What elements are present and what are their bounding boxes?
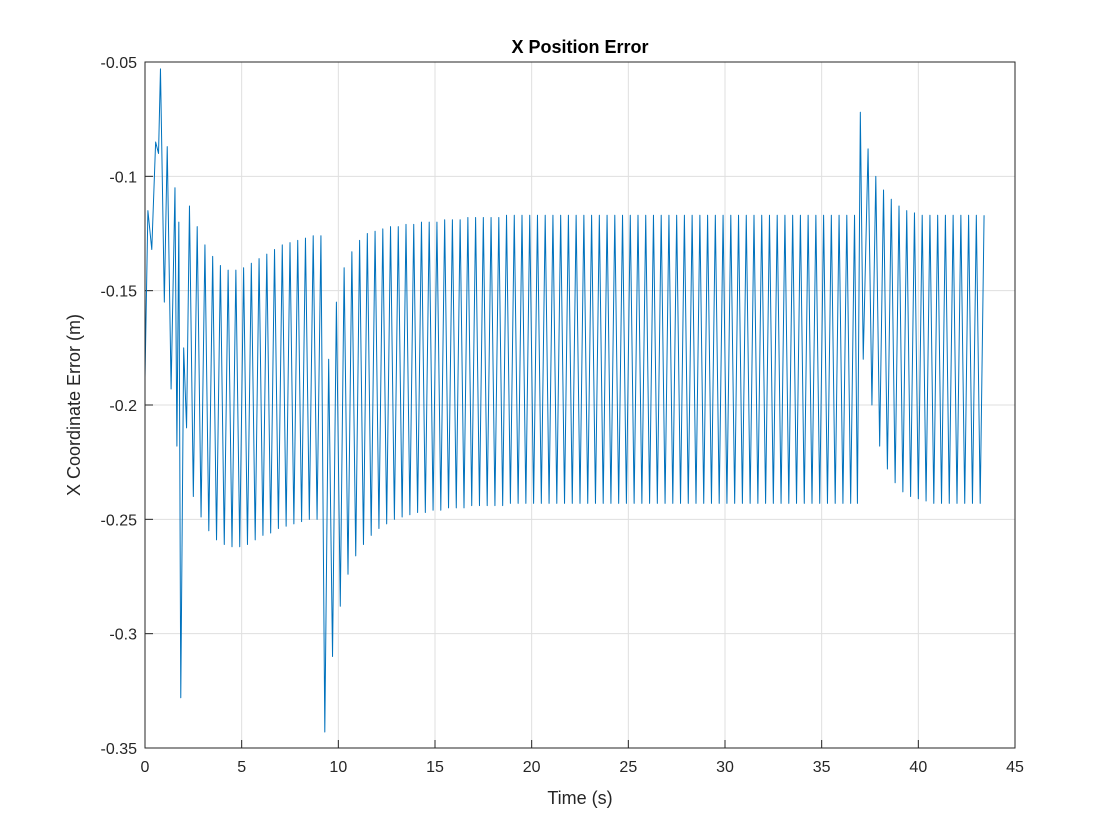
chart-title: X Position Error — [511, 37, 648, 57]
x-tick-label: 15 — [426, 759, 444, 776]
plot-frame — [144, 61, 1016, 749]
x-tick-label: 25 — [619, 759, 637, 776]
y-axis-label: X Coordinate Error (m) — [64, 314, 84, 496]
y-tick-label: -0.1 — [109, 169, 137, 186]
y-tick-label: -0.2 — [109, 398, 137, 415]
y-tick-label: -0.15 — [101, 284, 138, 301]
data-line — [144, 68, 985, 733]
x-tick-label: 45 — [1006, 759, 1024, 776]
x-tick-label: 35 — [813, 759, 831, 776]
y-tick-label: -0.25 — [101, 512, 138, 529]
x-axis-label: Time (s) — [547, 788, 612, 808]
x-tick-label: 10 — [329, 759, 347, 776]
y-tick-label: -0.05 — [101, 55, 138, 72]
x-tick-label: 40 — [909, 759, 927, 776]
x-tick-label: 0 — [141, 759, 150, 776]
x-tick-label: 20 — [523, 759, 541, 776]
x-tick-label: 5 — [237, 759, 246, 776]
x-tick-label: 30 — [716, 759, 734, 776]
y-tick-label: -0.3 — [109, 627, 137, 644]
y-tick-label: -0.35 — [101, 741, 138, 758]
